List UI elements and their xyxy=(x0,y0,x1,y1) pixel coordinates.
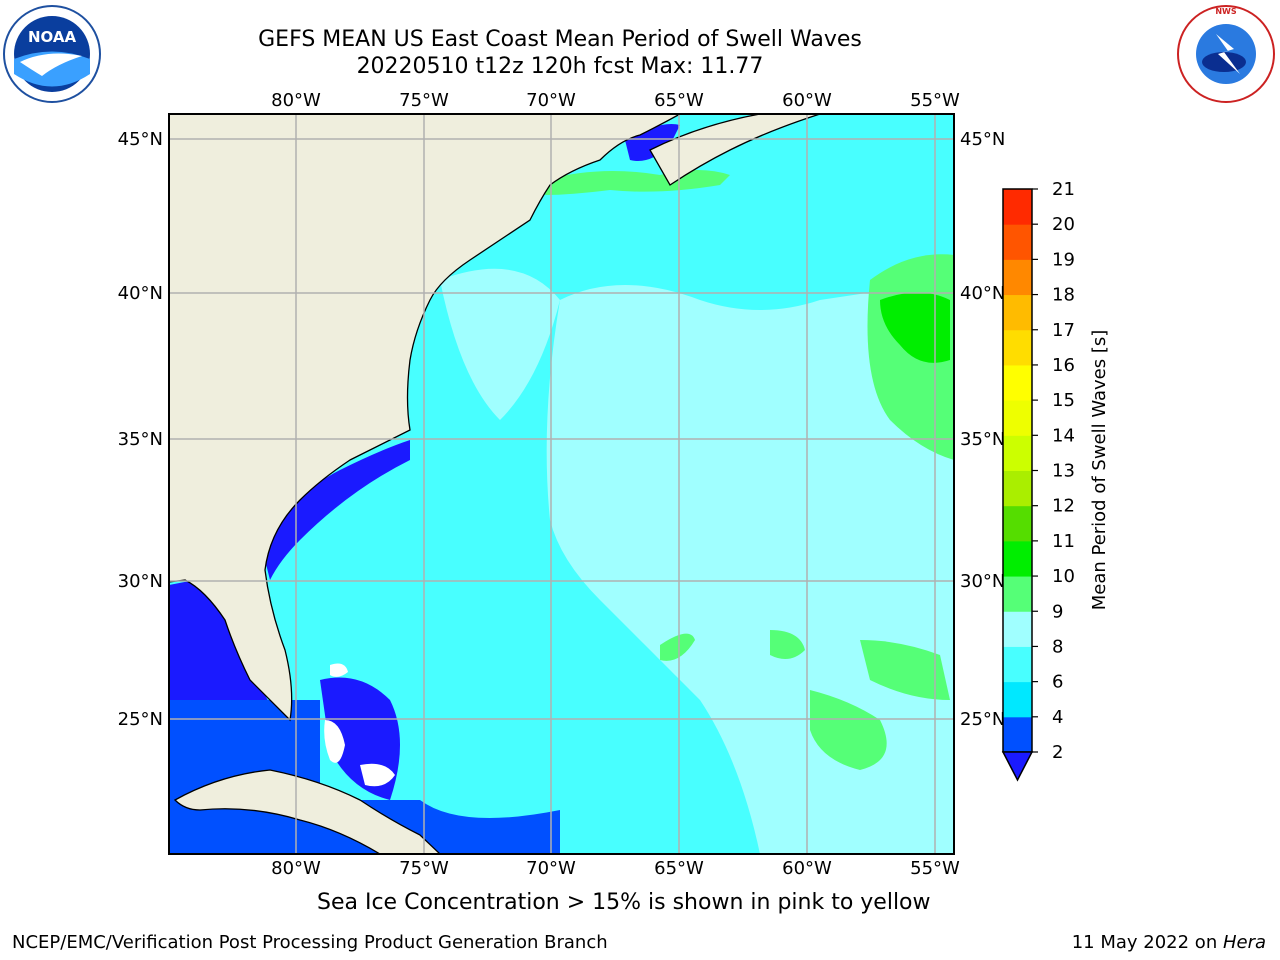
colorbar-segment xyxy=(1003,400,1032,436)
colorbar-tick-label: 10 xyxy=(1052,566,1075,587)
colorbar-tick-label: 9 xyxy=(1052,601,1063,622)
colorbar-tick-label: 14 xyxy=(1052,425,1075,446)
sea-ice-note: Sea Ice Concentration > 15% is shown in … xyxy=(317,890,931,915)
colorbar-tick-label: 13 xyxy=(1052,461,1075,482)
colorbar-segment xyxy=(1003,435,1032,471)
colorbar-segment xyxy=(1003,611,1032,647)
colorbar-extend-arrow xyxy=(1001,751,1034,782)
colorbar-tick-label: 11 xyxy=(1052,531,1075,552)
machine-name: Hera xyxy=(1222,932,1266,953)
noaa-logo-icon: NOAA xyxy=(3,5,101,103)
colorbar-tick-label: 12 xyxy=(1052,496,1075,517)
lon-label-top: 55°W xyxy=(910,90,960,111)
lon-label-top: 75°W xyxy=(399,90,449,111)
lon-label-bottom: 70°W xyxy=(526,858,576,879)
lat-label-left: 45°N xyxy=(118,129,163,150)
lat-label-right: 45°N xyxy=(960,129,1005,150)
svg-text:NWS: NWS xyxy=(1215,7,1237,16)
map-title: GEFS MEAN US East Coast Mean Period of S… xyxy=(258,27,862,52)
colorbar-tick-label: 6 xyxy=(1052,672,1063,693)
date-text: 11 May 2022 on Hera xyxy=(1071,932,1266,953)
lat-label-right: 25°N xyxy=(960,709,1005,730)
colorbar-ticks: 2 4 6 8 9 10 11 12 13 14 15 16 17 18 19 20 21 xyxy=(1032,179,1075,763)
colorbar-segment xyxy=(1003,224,1032,260)
colorbar-segment xyxy=(1003,470,1032,507)
colorbar-tick-label: 15 xyxy=(1052,390,1075,411)
colorbar-segment xyxy=(1003,646,1032,683)
colorbar-segment xyxy=(1003,259,1032,296)
lat-label-left: 40°N xyxy=(118,283,163,304)
bahamas-island xyxy=(324,720,345,763)
colorbar-label: Mean Period of Swell Waves [s] xyxy=(1089,330,1110,611)
lon-label-top: 65°W xyxy=(654,90,704,111)
lat-label-left: 35°N xyxy=(118,429,163,450)
lat-label-left: 30°N xyxy=(118,571,163,592)
colorbar-segment xyxy=(1003,329,1032,366)
colorbar-tick-label: 17 xyxy=(1052,320,1075,341)
map-gridlines xyxy=(169,114,954,854)
colorbar-tick-label: 19 xyxy=(1052,249,1075,270)
colorbar-tick-label: 4 xyxy=(1052,707,1063,728)
nws-logo-icon: NWS xyxy=(1177,5,1275,103)
colorbar-tick-label: 21 xyxy=(1052,179,1075,200)
colorbar-tick-label: 2 xyxy=(1052,742,1063,763)
lon-label-top: 80°W xyxy=(271,90,321,111)
lon-label-top: 60°W xyxy=(782,90,832,111)
colorbar-tick-label: 8 xyxy=(1052,636,1063,657)
colorbar-tick-label: 18 xyxy=(1052,285,1075,306)
colorbar-segment xyxy=(1003,364,1032,401)
colorbar-tick-label: 16 xyxy=(1052,355,1075,376)
colorbar-segment xyxy=(1003,576,1032,612)
cuba-land xyxy=(173,769,441,854)
colorbar-segment xyxy=(1003,540,1032,577)
colorbar-segment xyxy=(1003,505,1032,542)
noaa-logo-text: NOAA xyxy=(28,28,77,46)
lat-label-right: 35°N xyxy=(960,429,1005,450)
colorbar-segment xyxy=(1003,294,1032,331)
map-frame xyxy=(168,113,955,855)
lon-label-top: 70°W xyxy=(526,90,576,111)
lat-label-left: 25°N xyxy=(118,709,163,730)
lat-label-right: 40°N xyxy=(960,283,1005,304)
lon-label-bottom: 75°W xyxy=(399,858,449,879)
swell-region-10-11s xyxy=(880,292,950,363)
lat-label-right: 30°N xyxy=(960,571,1005,592)
lon-label-bottom: 60°W xyxy=(782,858,832,879)
nova-scotia-land xyxy=(649,114,821,186)
lon-label-bottom: 65°W xyxy=(654,858,704,879)
colorbar-segment xyxy=(1003,716,1032,753)
lon-label-bottom: 80°W xyxy=(271,858,321,879)
colorbar-tick-label: 20 xyxy=(1052,214,1075,235)
credit-text: NCEP/EMC/Verification Post Processing Pr… xyxy=(12,932,608,953)
colorbar-segment xyxy=(1003,681,1032,718)
colorbar-segment xyxy=(1003,189,1032,225)
lon-label-bottom: 55°W xyxy=(910,858,960,879)
map-subtitle: 20220510 t12z 120h fcst Max: 11.77 xyxy=(356,54,764,79)
colorbar xyxy=(1002,188,1033,753)
